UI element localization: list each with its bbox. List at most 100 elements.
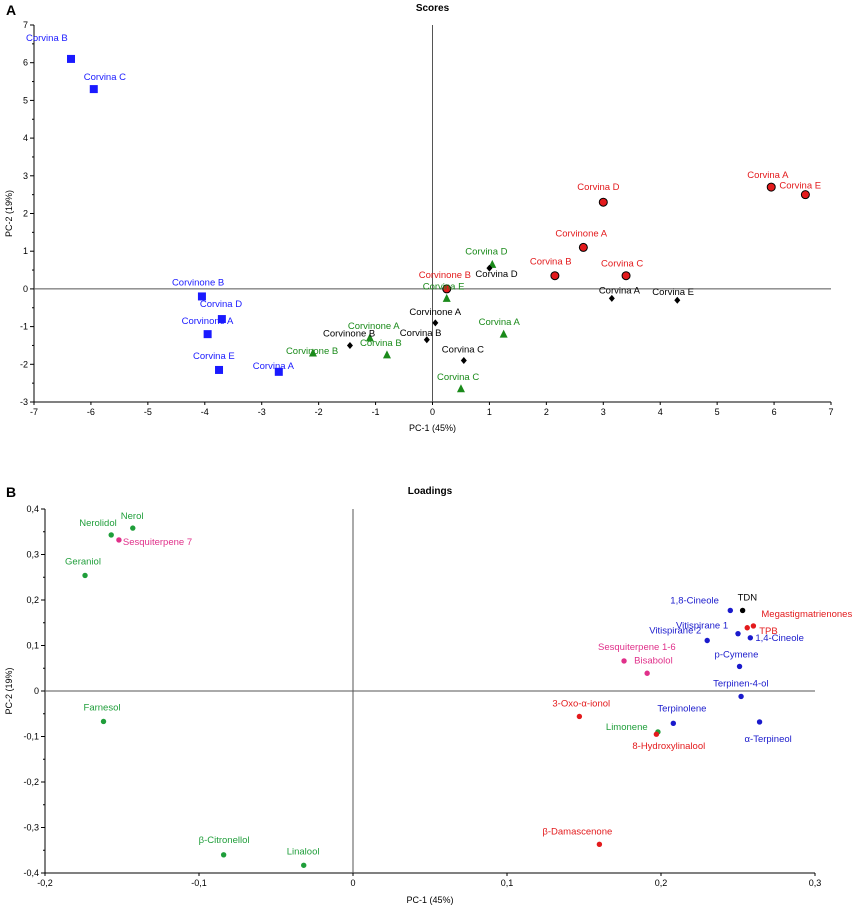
loadings-terpinen-4-ol-blue-label: Terpinen-4-ol: [713, 678, 768, 689]
loadings-plot: Loadings -0,2 -0,1 0 0,1 0,2 0,3 -0,4 -0,3 -0,2 -0…: [4, 486, 852, 905]
loadings-title: Loadings: [408, 486, 453, 497]
loadings-sesquiterpene-7-pink-point: [116, 537, 122, 543]
scores-corvina-b-green-label: Corvina B: [360, 338, 402, 349]
scores-corvina-b-blue-point: [67, 54, 76, 63]
loadings-y-tick-label: 0,3: [26, 550, 39, 560]
scores-corvinone-a-blue-point: [203, 330, 212, 339]
scores-y-tick-label: 0: [23, 284, 28, 294]
scores-x-axis-label: PC-1 (45%): [409, 423, 456, 433]
loadings-farnesol-green-label: Farnesol: [84, 702, 121, 713]
scores-corvinone-b-green-label: Corvinone B: [286, 346, 338, 357]
scores-corvina-a-red-label: Corvina A: [747, 170, 789, 181]
loadings-bisabolol-pink-label: Bisabolol: [634, 655, 673, 666]
scores-y-tick-label: -2: [20, 359, 28, 369]
loadings-y-tick-label: 0,1: [26, 641, 39, 651]
loadings-x-tick-label: 0,1: [501, 878, 514, 888]
scores-corvina-e-red-label: Corvina E: [779, 181, 821, 192]
scores-y-tick-label: 5: [23, 95, 28, 105]
scores-corvinone-a-green-point: [365, 333, 374, 342]
scores-y-axis-label: PC-2 (19%): [4, 190, 14, 237]
scores-y-tick-label: 1: [23, 246, 28, 256]
loadings-vitispirane-1-blue-label: Vitispirane 1: [676, 621, 728, 632]
loadings-1-4-cineole-blue-point: [747, 635, 754, 641]
loadings-y-tick-label: 0,2: [26, 595, 39, 605]
loadings-tpb-red-point: [744, 625, 750, 631]
scores-corvina-c-green-point: [456, 384, 465, 393]
loadings-y-axis-label: PC-2 (19%): [4, 667, 14, 714]
loadings-vitispirane-2-blue-label: Vitispirane 2: [649, 625, 701, 636]
scores-corvina-d-green-label: Corvina D: [465, 246, 507, 257]
scores-corvinone-a-red-point: [578, 242, 588, 252]
loadings-8-hydroxylinalool-red-point: [653, 731, 660, 737]
loadings-y-tick-label: 0,4: [26, 504, 39, 514]
scores-x-tick-label: 3: [601, 407, 606, 417]
loadings-citronellol-green-label: β-Citronellol: [199, 835, 250, 846]
loadings-bisabolol-pink-point: [644, 670, 650, 676]
scores-corvinone-b-red-label: Corvinone B: [419, 270, 471, 281]
scores-corvinone-a-blue-label: Corvinone A: [182, 316, 234, 327]
scores-x-tick-label: -6: [87, 407, 95, 417]
loadings-x-tick-label: -0,1: [191, 878, 207, 888]
scores-x-tick-label: 4: [658, 407, 663, 417]
loadings-vitispirane-1-blue-point: [735, 630, 741, 637]
loadings-x-tick-label: -0,2: [37, 878, 53, 888]
scores-x-tick-label: -7: [30, 407, 38, 417]
loadings-terpinen-4-ol-blue-point: [738, 693, 744, 700]
scores-corvina-e-blue-point: [215, 365, 224, 374]
scores-y-tick-label: 2: [23, 209, 28, 219]
loadings-nerol-green-point: [130, 525, 136, 531]
scores-corvinone-b-black-point: [346, 341, 353, 349]
scores-corvina-a-green-point: [499, 329, 508, 338]
loadings-y-tick-label: -0,4: [23, 868, 39, 878]
scores-corvina-b-blue-label: Corvina B: [26, 33, 68, 44]
scores-corvinone-b-green-point: [308, 348, 317, 357]
loadings-vitispirane-2-blue-point: [704, 637, 710, 644]
panel-label-b: B: [6, 484, 16, 500]
loadings-p-cymene-blue-point: [736, 663, 743, 670]
scores-x-tick-label: -1: [372, 407, 380, 417]
loadings-nerol-green-label: Nerol: [121, 511, 144, 522]
scores-x-tick-label: 2: [544, 407, 549, 417]
scores-corvina-c-green-label: Corvina C: [437, 372, 479, 383]
loadings-linalool-green-point: [301, 862, 307, 868]
scores-corvina-a-red-point: [766, 182, 776, 192]
scores-corvina-b-black-point: [423, 336, 430, 344]
scores-corvina-a-green-label: Corvina A: [479, 317, 521, 328]
scores-corvina-e-black-point: [674, 296, 681, 304]
scores-corvina-b-black-label: Corvina B: [400, 328, 442, 339]
loadings-terpineol-blue-point: [756, 719, 763, 725]
loadings-x-axis-label: PC-1 (45%): [406, 895, 453, 905]
loadings-3-oxo-ionol-red-label: 3-Oxo-α-ionol: [552, 698, 610, 709]
loadings-nerolidol-green-label: Nerolidol: [79, 518, 117, 529]
scores-x-tick-label: -3: [258, 407, 266, 417]
scores-corvina-c-blue-point: [89, 85, 98, 94]
scores-corvina-d-blue-point: [217, 315, 226, 324]
loadings-damascenone-red-label: β-Damascenone: [542, 826, 612, 837]
scores-x-tick-label: 7: [828, 407, 833, 417]
loadings-terpineol-blue-label: α-Terpineol: [745, 734, 792, 745]
scores-corvina-b-red-label: Corvina B: [530, 257, 572, 268]
scores-corvina-a-black-label: Corvina A: [599, 285, 641, 296]
scores-y-tick-label: 7: [23, 20, 28, 30]
loadings-y-tick-label: 0: [34, 686, 39, 696]
scores-y-tick-label: -1: [20, 322, 28, 332]
loadings-farnesol-green-point: [100, 718, 107, 725]
scores-corvina-c-black-label: Corvina C: [442, 345, 484, 356]
scores-corvina-e-green-point: [442, 293, 451, 302]
scores-y-tick-label: 6: [23, 58, 28, 68]
loadings-y-tick-label: -0,3: [23, 823, 39, 833]
loadings-sesquiterpene-7-pink-label: Sesquiterpene 7: [123, 537, 192, 548]
scores-x-tick-label: 5: [715, 407, 720, 417]
loadings-x-tick-label: 0,2: [655, 878, 668, 888]
loadings-1-4-cineole-blue-label: 1,4-Cineole: [755, 633, 804, 644]
scores-corvina-c-red-label: Corvina C: [601, 259, 643, 270]
loadings-1-8-cineole-blue-label: 1,8-Cineole: [670, 595, 719, 606]
scores-corvina-a-blue-point: [274, 367, 283, 376]
loadings-sesquiterpene-1-6-pink-point: [621, 658, 627, 664]
scores-corvinone-a-green-label: Corvinone A: [348, 321, 400, 332]
scores-corvinone-b-red-point: [442, 284, 452, 294]
scores-corvinone-b-blue-label: Corvinone B: [172, 277, 224, 288]
scores-corvina-b-red-point: [550, 271, 560, 281]
loadings-linalool-green-label: Linalool: [287, 846, 320, 857]
